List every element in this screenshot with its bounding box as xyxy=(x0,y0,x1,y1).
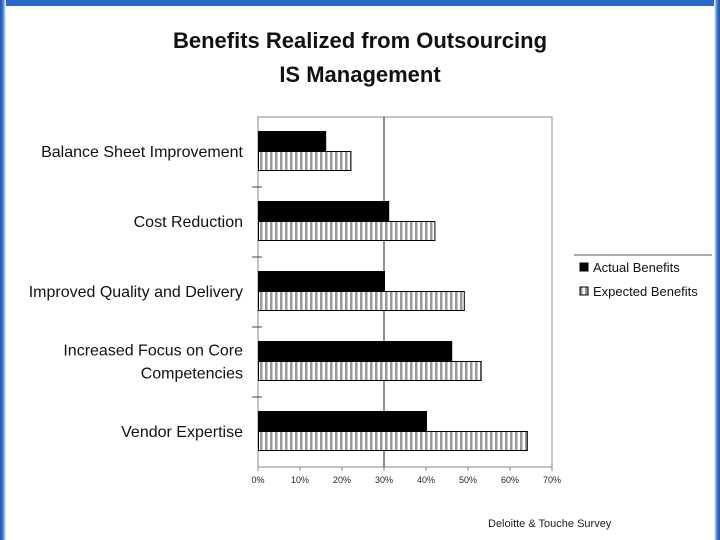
bar-expected xyxy=(258,361,482,381)
category-label: Improved Quality and Delivery xyxy=(29,284,243,301)
bar-actual xyxy=(258,271,385,291)
x-tick-label: 40% xyxy=(417,475,435,485)
category-label: Vendor Expertise xyxy=(121,424,243,441)
legend-label-actual: Actual Benefits xyxy=(593,260,680,275)
chart-title-line-1: Benefits Realized from Outsourcing xyxy=(172,28,548,53)
category-label: Competencies xyxy=(141,366,243,383)
x-tick-label: 0% xyxy=(251,475,264,485)
bar-actual xyxy=(258,131,327,151)
bar-expected xyxy=(258,151,352,171)
chart-title: Benefits Realized from Outsourcing IS Ma… xyxy=(0,24,720,92)
x-tick-label: 20% xyxy=(333,475,351,485)
bar-actual xyxy=(258,201,390,221)
source-note: Deloitte & Touche Survey xyxy=(488,518,612,530)
bar-actual xyxy=(258,341,453,361)
chart-title-line-2: IS Management xyxy=(279,62,441,87)
x-tick-label: 70% xyxy=(543,475,561,485)
x-tick-label: 10% xyxy=(291,475,309,485)
category-label: Increased Focus on Core xyxy=(63,343,243,360)
category-label: Cost Reduction xyxy=(134,214,243,231)
x-tick-label: 50% xyxy=(459,475,477,485)
category-label: Balance Sheet Improvement xyxy=(41,144,243,161)
legend-swatch-expected xyxy=(579,286,589,296)
x-tick-label: 60% xyxy=(501,475,519,485)
bar-expected xyxy=(258,221,436,241)
x-tick-label: 30% xyxy=(375,475,393,485)
legend-label-expected: Expected Benefits xyxy=(593,284,698,299)
bar-expected xyxy=(258,431,528,451)
bar-actual xyxy=(258,411,427,431)
bar-expected xyxy=(258,291,465,311)
legend-swatch-actual xyxy=(579,262,589,272)
